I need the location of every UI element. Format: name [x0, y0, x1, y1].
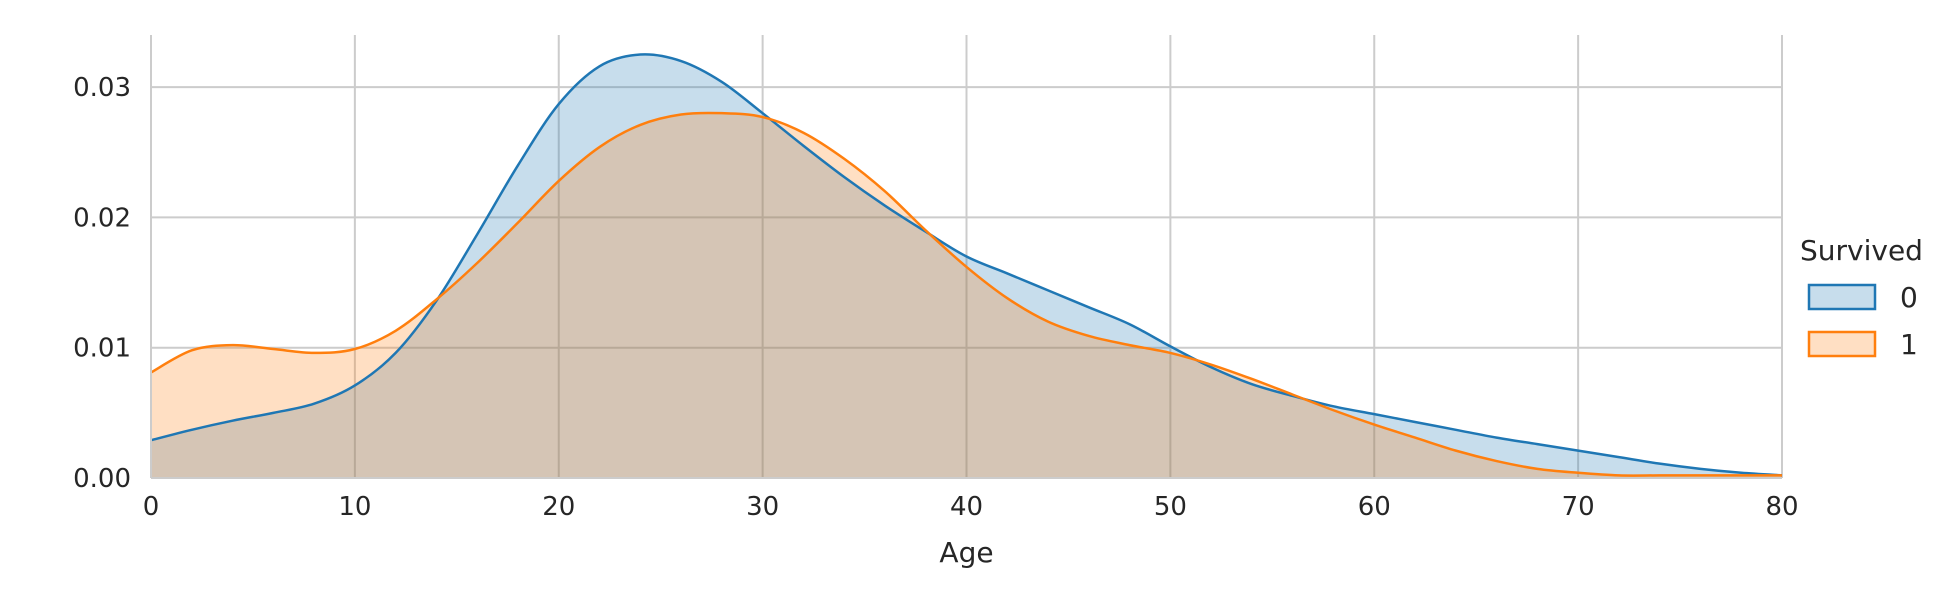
y-tick-label: 0.03 [73, 73, 131, 103]
x-tick-label: 60 [1358, 492, 1391, 522]
legend-item-0: 0 [1807, 281, 1918, 314]
x-tick-labels: 0 10 20 30 40 50 60 70 80 [143, 492, 1799, 522]
x-tick-label: 30 [746, 492, 779, 522]
density-line-series-0 [150, 53, 1783, 477]
y-tick-label: 0.01 [73, 334, 131, 364]
density-area-series-1 [151, 112, 1782, 478]
legend-label: 1 [1900, 328, 1918, 361]
x-axis-label: Age [939, 536, 993, 569]
y-tick-label: 0.00 [73, 464, 131, 494]
density-line-series-1 [150, 111, 1782, 477]
legend-items: 01 [1807, 281, 1918, 361]
x-tick-label: 80 [1765, 492, 1798, 522]
y-tick-label: 0.02 [73, 203, 131, 233]
x-tick-label: 50 [1154, 492, 1187, 522]
legend-label: 0 [1900, 281, 1918, 314]
legend: Survived 01 [1800, 234, 1923, 361]
x-tick-label: 70 [1562, 492, 1595, 522]
legend-title: Survived [1800, 234, 1923, 267]
x-tick-label: 20 [542, 492, 575, 522]
x-tick-label: 10 [338, 492, 371, 522]
legend-item-1: 1 [1807, 328, 1918, 361]
x-tick-label: 40 [950, 492, 983, 522]
legend-swatch [1807, 283, 1877, 311]
legend-swatch [1807, 330, 1877, 358]
y-tick-labels: 0.00 0.01 0.02 0.03 [73, 73, 131, 494]
density-lines [150, 53, 1783, 477]
x-tick-label: 0 [143, 492, 160, 522]
